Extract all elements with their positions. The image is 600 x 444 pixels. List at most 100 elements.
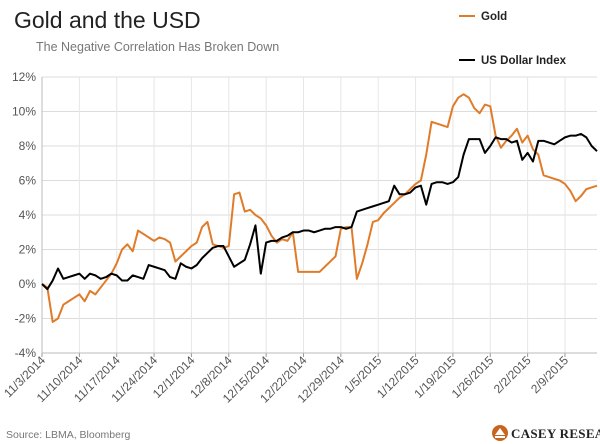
data-point bbox=[94, 293, 96, 295]
data-point bbox=[398, 193, 400, 195]
y-tick-label: 6% bbox=[19, 174, 37, 188]
data-point bbox=[190, 245, 192, 247]
data-point bbox=[425, 153, 427, 155]
data-point bbox=[100, 286, 102, 288]
data-point bbox=[62, 278, 64, 280]
data-point bbox=[500, 138, 502, 140]
data-point bbox=[132, 250, 134, 252]
data-point bbox=[308, 271, 310, 273]
data-point bbox=[244, 210, 246, 212]
y-tick-label: 4% bbox=[19, 208, 37, 222]
data-point bbox=[558, 140, 560, 142]
data-point bbox=[361, 262, 363, 264]
casey-research-emblem-icon bbox=[492, 425, 508, 441]
data-point bbox=[446, 183, 448, 185]
data-point bbox=[468, 138, 470, 140]
data-point bbox=[206, 252, 208, 254]
data-point bbox=[83, 278, 85, 280]
y-tick-label: -4% bbox=[15, 346, 37, 360]
data-point bbox=[404, 193, 406, 195]
y-tick-label: 12% bbox=[12, 70, 36, 84]
data-point bbox=[436, 122, 438, 124]
data-point bbox=[51, 321, 53, 323]
legend: Gold US Dollar Index bbox=[459, 11, 567, 67]
data-point bbox=[414, 183, 416, 185]
data-point bbox=[153, 266, 155, 268]
grid bbox=[41, 76, 597, 354]
series-layer bbox=[41, 93, 598, 323]
data-point bbox=[324, 266, 326, 268]
data-point bbox=[46, 288, 48, 290]
data-point bbox=[420, 184, 422, 186]
data-point bbox=[158, 236, 160, 238]
data-point bbox=[596, 184, 598, 186]
data-point bbox=[260, 217, 262, 219]
data-point bbox=[388, 207, 390, 209]
data-point bbox=[254, 224, 256, 226]
data-point bbox=[388, 200, 390, 202]
data-point bbox=[228, 245, 230, 247]
data-point bbox=[265, 241, 267, 243]
series-line bbox=[41, 132, 598, 291]
data-point bbox=[249, 209, 251, 211]
series-line bbox=[41, 93, 598, 323]
data-point bbox=[217, 245, 219, 247]
data-point bbox=[345, 228, 347, 230]
data-point bbox=[121, 279, 123, 281]
data-point bbox=[521, 159, 523, 161]
data-point bbox=[302, 271, 304, 273]
data-point bbox=[233, 266, 235, 268]
data-point bbox=[372, 205, 374, 207]
data-point bbox=[190, 267, 192, 269]
data-point bbox=[484, 152, 486, 154]
data-point bbox=[569, 134, 571, 136]
data-point bbox=[494, 136, 496, 138]
data-point bbox=[382, 202, 384, 204]
data-point bbox=[590, 186, 592, 188]
data-point bbox=[356, 210, 358, 212]
data-point bbox=[212, 247, 214, 249]
data-point bbox=[537, 153, 539, 155]
brand-name: CASEY RESEARCH bbox=[511, 426, 600, 441]
data-point bbox=[516, 140, 518, 142]
data-point bbox=[196, 241, 198, 243]
chart-title: Gold and the USD bbox=[14, 7, 201, 33]
data-point bbox=[430, 183, 432, 185]
data-point bbox=[409, 188, 411, 190]
data-point bbox=[548, 176, 550, 178]
data-point bbox=[254, 214, 256, 216]
data-point bbox=[105, 279, 107, 281]
data-point bbox=[452, 181, 454, 183]
data-point bbox=[430, 121, 432, 123]
data-point bbox=[116, 262, 118, 264]
data-point bbox=[409, 191, 411, 193]
data-point bbox=[286, 240, 288, 242]
data-point bbox=[398, 197, 400, 199]
data-point bbox=[510, 134, 512, 136]
data-point bbox=[89, 290, 91, 292]
data-point bbox=[244, 259, 246, 261]
y-tick-label: 2% bbox=[19, 243, 37, 257]
data-point bbox=[526, 134, 528, 136]
data-point bbox=[553, 143, 555, 145]
data-point bbox=[57, 317, 59, 319]
data-point bbox=[137, 229, 139, 231]
data-point bbox=[425, 203, 427, 205]
data-point bbox=[489, 145, 491, 147]
data-point bbox=[126, 279, 128, 281]
data-point bbox=[558, 179, 560, 181]
data-point bbox=[569, 190, 571, 192]
data-point bbox=[441, 181, 443, 183]
data-point bbox=[372, 221, 374, 223]
data-point bbox=[350, 226, 352, 228]
data-point bbox=[292, 231, 294, 233]
data-point bbox=[420, 179, 422, 181]
y-tick-label: 8% bbox=[19, 139, 37, 153]
data-point bbox=[313, 271, 315, 273]
data-point bbox=[580, 195, 582, 197]
data-point bbox=[185, 266, 187, 268]
data-point bbox=[377, 203, 379, 205]
data-point bbox=[313, 231, 315, 233]
data-point bbox=[142, 278, 144, 280]
